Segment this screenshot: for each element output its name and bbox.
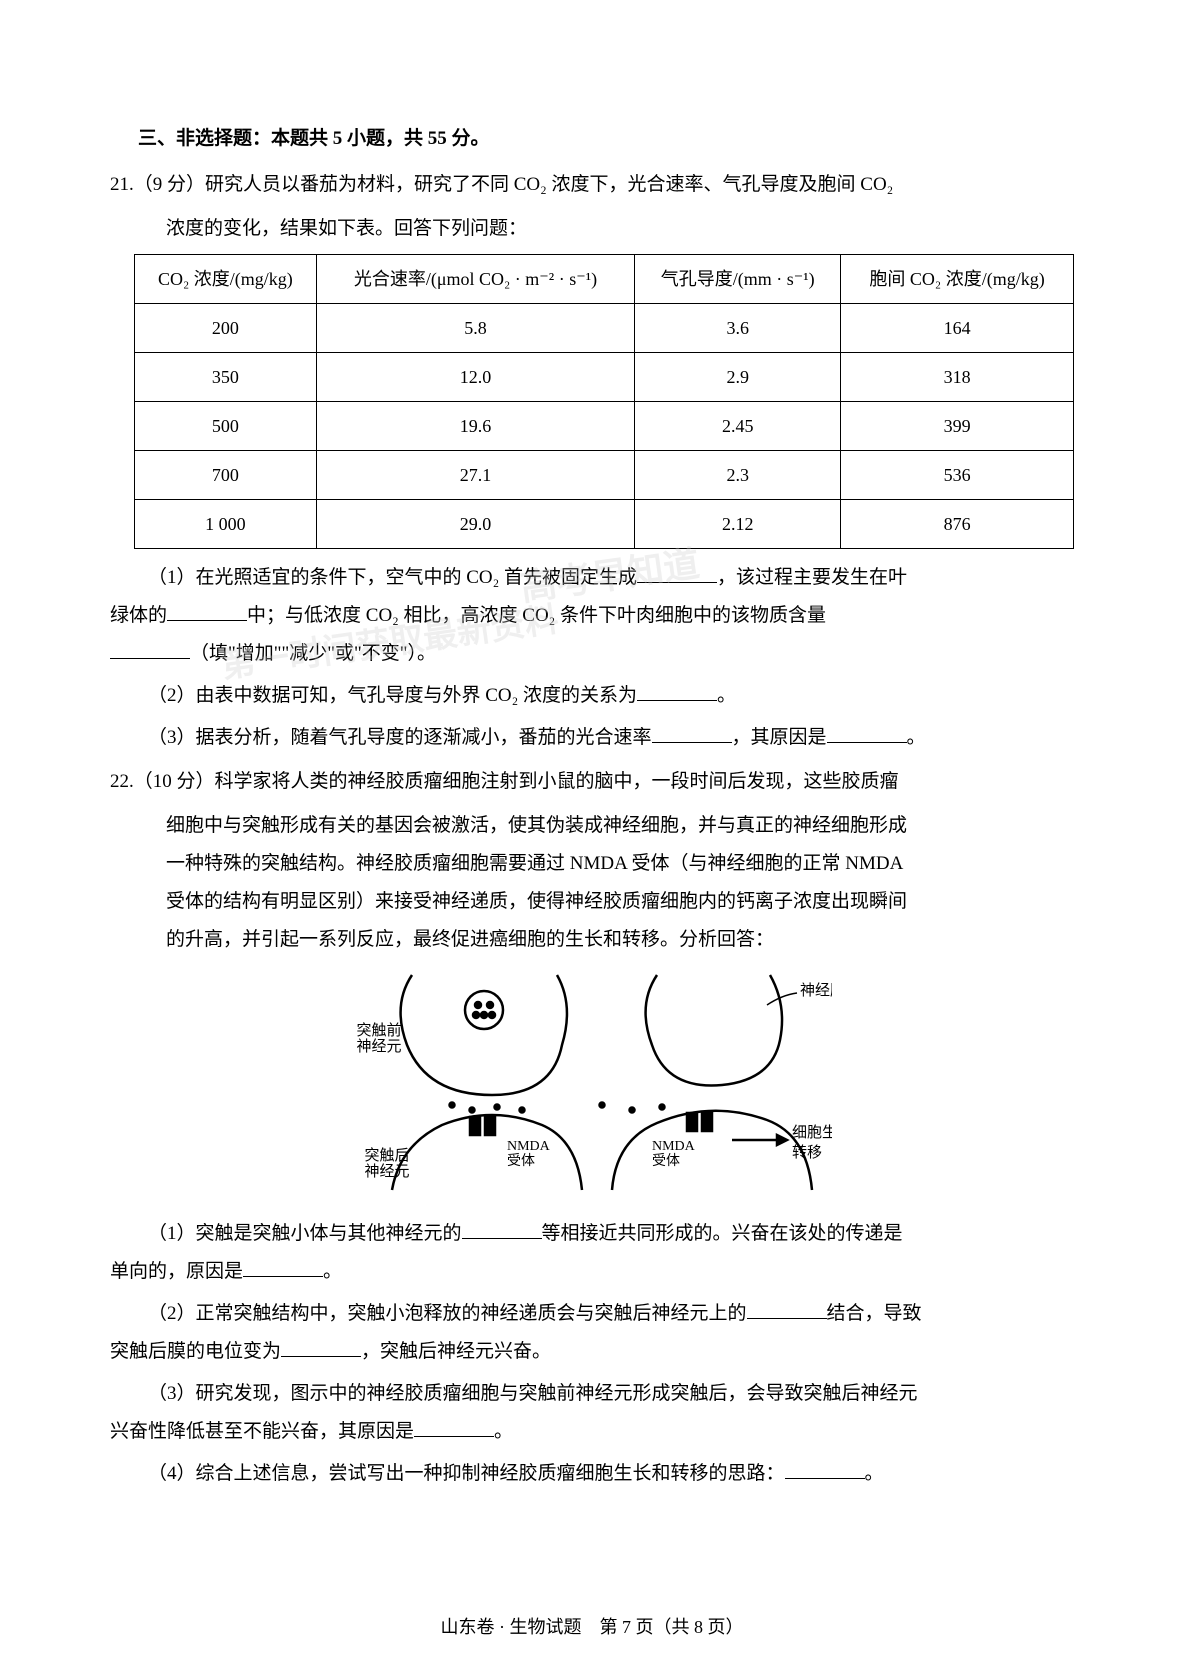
cell: 19.6 (316, 402, 635, 451)
fill-blank[interactable] (462, 1217, 542, 1239)
q22-sub3-line1: （3）研究发现，图示中的神经胶质瘤细胞与突触前神经元形成突触后，会导致突触后神经… (110, 1375, 1074, 1413)
cell: 399 (841, 402, 1074, 451)
cell: 27.1 (316, 451, 635, 500)
q21-sub1-line3: （填"增加""减少"或"不变"）。 (110, 635, 1074, 673)
q22-stem-line4: 受体的结构有明显区别）来接受神经递质，使得神经胶质瘤细胞内的钙离子浓度出现瞬间 (110, 883, 1074, 921)
text: 结合，导致 (827, 1303, 922, 1324)
text: （4）综合上述信息，尝试写出一种抑制神经胶质瘤细胞生长和转移的思路： (148, 1463, 785, 1484)
text: ，突触后神经元兴奋。 (361, 1341, 551, 1362)
text: 等相接近共同形成的。兴奋在该处的传递是 (542, 1223, 903, 1244)
fill-blank[interactable] (652, 721, 732, 743)
label-growth: 细胞生长 (792, 1124, 832, 1141)
q21-stem-line1: 21.（9 分）研究人员以番茄为材料，研究了不同 CO₂ 浓度下，光合速率、气孔… (110, 166, 1074, 204)
table-header-row: CO₂ 浓度/(mg/kg) 光合速率/(μmol CO₂ · m⁻² · s⁻… (135, 255, 1074, 304)
text: 。 (865, 1463, 884, 1484)
cell: 2.9 (635, 353, 841, 402)
text: （2）正常突触结构中，突触小泡释放的神经递质会与突触后神经元上的 (148, 1303, 747, 1324)
q22-diagram: 突触前神经元 突触后神经元 NMDA受体 NMDA受体 神经胶质瘤细胞 细胞生长… (110, 965, 1074, 1209)
text: 。 (323, 1261, 342, 1282)
q22-stem-line3: 一种特殊的突触结构。神经胶质瘤细胞需要通过 NMDA 受体（与神经细胞的正常 N… (110, 845, 1074, 883)
col-header: CO₂ 浓度/(mg/kg) (135, 255, 317, 304)
cell: 5.8 (316, 304, 635, 353)
label-transfer: 转移 (792, 1144, 822, 1161)
q22-sub1-line2: 单向的，原因是 。 (110, 1253, 1074, 1291)
fill-blank[interactable] (414, 1415, 494, 1437)
table-row: 350 12.0 2.9 318 (135, 353, 1074, 402)
cell: 2.45 (635, 402, 841, 451)
table-body: 200 5.8 3.6 164 350 12.0 2.9 318 500 19.… (135, 304, 1074, 549)
text: 。 (494, 1421, 513, 1442)
fill-blank[interactable] (243, 1255, 323, 1277)
fill-blank[interactable] (747, 1297, 827, 1319)
cell: 876 (841, 500, 1074, 549)
q22-sub3-line2: 兴奋性降低甚至不能兴奋，其原因是 。 (110, 1413, 1074, 1451)
text: 兴奋性降低甚至不能兴奋，其原因是 (110, 1421, 414, 1442)
cell: 1 000 (135, 500, 317, 549)
cell: 3.6 (635, 304, 841, 353)
section-title: 三、非选择题：本题共 5 小题，共 55 分。 (110, 120, 1074, 158)
q21-table-wrap: CO₂ 浓度/(mg/kg) 光合速率/(μmol CO₂ · m⁻² · s⁻… (110, 254, 1074, 549)
cell: 318 (841, 353, 1074, 402)
fill-blank[interactable] (785, 1457, 865, 1479)
cell: 164 (841, 304, 1074, 353)
col-header: 胞间 CO₂ 浓度/(mg/kg) (841, 255, 1074, 304)
label-post-neuron: 突触后神经元 (364, 1147, 409, 1180)
text: （填"增加""减少"或"不变"）。 (190, 643, 436, 664)
text: 。 (907, 727, 926, 748)
q22-sub2-line1: （2）正常突触结构中，突触小泡释放的神经递质会与突触后神经元上的 结合，导致 (110, 1295, 1074, 1333)
fill-blank[interactable] (110, 637, 190, 659)
text: （3）研究发现，图示中的神经胶质瘤细胞与突触前神经元形成突触后，会导致突触后神经… (148, 1383, 918, 1404)
q21-sub2: （2）由表中数据可知，气孔导度与外界 CO₂ 浓度的关系为 。 (110, 677, 1074, 715)
text: 。 (717, 685, 736, 706)
label-glioma: 神经胶质瘤细胞 (800, 982, 832, 999)
text: （1）在光照适宜的条件下，空气中的 CO₂ 首先被固定生成 (148, 567, 637, 588)
label-nmda-left: NMDA受体 (507, 1139, 551, 1169)
cell: 350 (135, 353, 317, 402)
col-header: 气孔导度/(mm · s⁻¹) (635, 255, 841, 304)
cell: 200 (135, 304, 317, 353)
q21-sub1-line1: （1）在光照适宜的条件下，空气中的 CO₂ 首先被固定生成 ，该过程主要发生在叶 (110, 559, 1074, 597)
cell: 2.12 (635, 500, 841, 549)
q22-sub2-line2: 突触后膜的电位变为 ，突触后神经元兴奋。 (110, 1333, 1074, 1371)
q22-sub1-line1: （1）突触是突触小体与其他神经元的 等相接近共同形成的。兴奋在该处的传递是 (110, 1215, 1074, 1253)
q22-stem-line2: 细胞中与突触形成有关的基因会被激活，使其伪装成神经细胞，并与真正的神经细胞形成 (110, 807, 1074, 845)
label-nmda-right: NMDA受体 (652, 1139, 696, 1169)
cell: 2.3 (635, 451, 841, 500)
text: 单向的，原因是 (110, 1261, 243, 1282)
fill-blank[interactable] (637, 561, 717, 583)
q21-sub3: （3）据表分析，随着气孔导度的逐渐减小，番茄的光合速率 ，其原因是 。 (110, 719, 1074, 757)
table-row: 200 5.8 3.6 164 (135, 304, 1074, 353)
fill-blank[interactable] (281, 1335, 361, 1357)
text: ，其原因是 (732, 727, 827, 748)
fill-blank[interactable] (637, 679, 717, 701)
page-root: 高考早知道 第一时间获取最新资料 三、非选择题：本题共 5 小题，共 55 分。… (0, 0, 1184, 1675)
q22-sub4: （4）综合上述信息，尝试写出一种抑制神经胶质瘤细胞生长和转移的思路： 。 (110, 1455, 1074, 1493)
table-row: 1 000 29.0 2.12 876 (135, 500, 1074, 549)
table-row: 700 27.1 2.3 536 (135, 451, 1074, 500)
q21-table: CO₂ 浓度/(mg/kg) 光合速率/(μmol CO₂ · m⁻² · s⁻… (134, 254, 1074, 549)
table-row: 500 19.6 2.45 399 (135, 402, 1074, 451)
fill-blank[interactable] (167, 599, 247, 621)
text: ，该过程主要发生在叶 (717, 567, 907, 588)
text: 突触后膜的电位变为 (110, 1341, 281, 1362)
text: 绿体的 (110, 605, 167, 626)
cell: 536 (841, 451, 1074, 500)
text: （3）据表分析，随着气孔导度的逐渐减小，番茄的光合速率 (148, 727, 652, 748)
label-pre-neuron: 突触前神经元 (356, 1022, 401, 1055)
cell: 700 (135, 451, 317, 500)
page-footer: 山东卷 · 生物试题 第 7 页（共 8 页） (0, 1609, 1184, 1645)
synapse-diagram-svg: 突触前神经元 突触后神经元 NMDA受体 NMDA受体 神经胶质瘤细胞 细胞生长… (352, 965, 832, 1195)
cell: 12.0 (316, 353, 635, 402)
text: 中；与低浓度 CO₂ 相比，高浓度 CO₂ 条件下叶肉细胞中的该物质含量 (247, 605, 826, 626)
cell: 29.0 (316, 500, 635, 549)
text: （1）突触是突触小体与其他神经元的 (148, 1223, 462, 1244)
fill-blank[interactable] (827, 721, 907, 743)
cell: 500 (135, 402, 317, 451)
q22-stem-line5: 的升高，并引起一系列反应，最终促进癌细胞的生长和转移。分析回答： (110, 921, 1074, 959)
col-header: 光合速率/(μmol CO₂ · m⁻² · s⁻¹) (316, 255, 635, 304)
text: （2）由表中数据可知，气孔导度与外界 CO₂ 浓度的关系为 (148, 685, 637, 706)
q21-sub1-line2: 绿体的 中；与低浓度 CO₂ 相比，高浓度 CO₂ 条件下叶肉细胞中的该物质含量 (110, 597, 1074, 635)
q21-stem-line2: 浓度的变化，结果如下表。回答下列问题： (110, 210, 1074, 248)
q22-stem-line1: 22.（10 分）科学家将人类的神经胶质瘤细胞注射到小鼠的脑中，一段时间后发现，… (110, 763, 1074, 801)
